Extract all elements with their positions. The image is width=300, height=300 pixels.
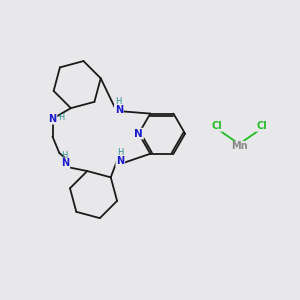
Text: N: N <box>116 156 124 166</box>
Text: Mn: Mn <box>231 141 247 152</box>
Text: N: N <box>115 105 123 115</box>
Text: N: N <box>48 114 57 124</box>
Text: H: H <box>117 148 124 158</box>
Text: Cl: Cl <box>212 121 222 131</box>
Text: H: H <box>116 97 122 106</box>
Text: N: N <box>61 158 69 168</box>
Text: N: N <box>134 129 143 139</box>
Text: H: H <box>61 151 68 160</box>
Text: Cl: Cl <box>256 121 267 131</box>
Text: ·H: ·H <box>57 113 65 122</box>
